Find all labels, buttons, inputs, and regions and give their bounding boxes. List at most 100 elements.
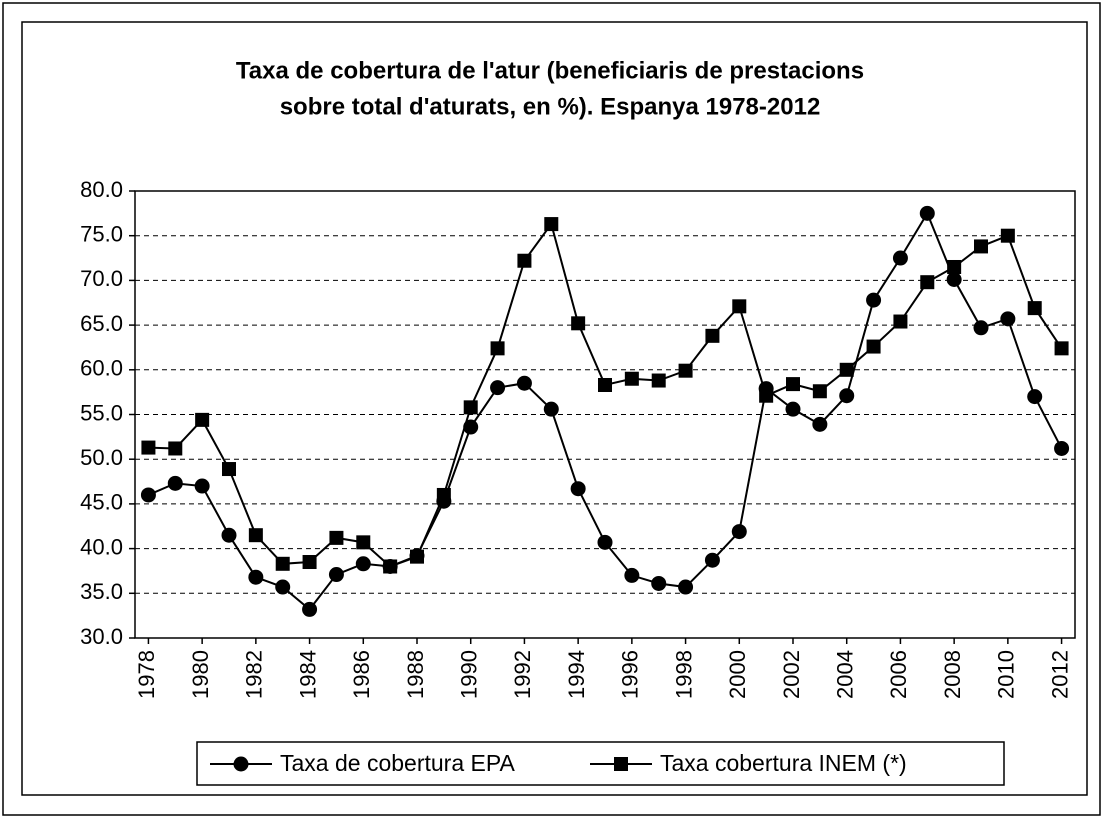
data-point	[893, 314, 908, 329]
x-tick-label: 2012	[1047, 650, 1072, 699]
data-point	[410, 549, 424, 564]
data-point	[839, 388, 855, 404]
x-tick-label: 1988	[403, 650, 428, 699]
data-point	[275, 556, 290, 571]
data-point	[786, 377, 800, 392]
data-point	[732, 299, 747, 314]
data-point	[167, 475, 183, 491]
y-tick-label: 40.0	[80, 534, 123, 559]
x-tick-label: 1978	[134, 650, 159, 699]
data-point	[624, 371, 639, 386]
data-point	[570, 481, 586, 497]
data-point	[355, 556, 371, 572]
data-point	[1054, 341, 1069, 356]
data-point	[678, 363, 693, 378]
chart-title: sobre total d'aturats, en %). Espanya 19…	[280, 93, 821, 120]
data-point	[383, 559, 398, 574]
data-point	[463, 419, 479, 435]
data-point	[839, 362, 854, 377]
data-point	[919, 205, 935, 221]
data-point	[785, 401, 801, 417]
x-tick-label: 2010	[994, 650, 1019, 699]
x-tick-label: 2008	[940, 650, 965, 699]
x-tick-label: 1984	[295, 650, 320, 699]
y-tick-label: 80.0	[80, 177, 123, 202]
data-point	[731, 524, 747, 540]
data-point	[1027, 389, 1043, 405]
y-tick-label: 75.0	[80, 222, 123, 247]
chart-frame	[21, 21, 1088, 796]
data-point	[168, 441, 183, 456]
y-tick-label: 70.0	[80, 266, 123, 291]
y-tick-label: 60.0	[80, 356, 123, 381]
data-point	[544, 217, 559, 232]
data-point	[651, 373, 666, 388]
data-point	[141, 440, 156, 455]
data-point	[866, 339, 881, 354]
data-point	[463, 400, 478, 415]
x-tick-label: 1980	[188, 650, 213, 699]
y-tick-label: 30.0	[80, 624, 123, 649]
data-point	[1000, 311, 1016, 327]
series-line	[148, 211, 1063, 611]
data-point	[678, 579, 694, 595]
data-point	[356, 535, 371, 550]
data-point	[221, 527, 237, 543]
data-point	[543, 401, 559, 417]
x-tick-label: 1986	[349, 650, 374, 699]
x-tick-label: 1992	[510, 650, 535, 699]
data-point	[517, 253, 532, 268]
y-tick-label: 45.0	[80, 490, 123, 515]
data-point	[329, 530, 344, 545]
legend-label: Taxa de cobertura EPA	[280, 750, 515, 776]
data-point	[248, 528, 263, 543]
legend-marker	[233, 756, 249, 772]
x-tick-label: 1982	[242, 650, 267, 699]
x-tick-label: 2000	[725, 650, 750, 699]
data-point	[490, 341, 505, 356]
data-point	[597, 534, 613, 550]
y-tick-label: 35.0	[80, 579, 123, 604]
data-point	[598, 377, 612, 392]
x-tick-label: 2002	[779, 650, 804, 699]
data-point	[222, 462, 236, 477]
data-point	[973, 320, 989, 336]
data-point	[275, 579, 291, 595]
data-point	[974, 239, 988, 254]
x-tick-label: 2006	[886, 650, 911, 699]
data-point	[302, 555, 317, 570]
legend-label: Taxa cobertura INEM (*)	[660, 750, 907, 776]
y-tick-label: 50.0	[80, 445, 123, 470]
x-tick-label: 1994	[564, 650, 589, 699]
plot-area	[134, 190, 1076, 639]
data-point	[328, 567, 344, 583]
data-point	[812, 416, 828, 432]
x-tick-label: 1990	[457, 650, 482, 699]
data-point	[920, 275, 935, 290]
data-point	[436, 487, 451, 502]
data-point	[248, 569, 264, 585]
data-point	[946, 272, 962, 288]
data-point	[490, 380, 506, 396]
data-point	[892, 250, 908, 266]
legend-marker	[614, 757, 628, 771]
y-tick-label: 65.0	[80, 311, 123, 336]
data-point	[624, 567, 640, 583]
data-point	[302, 601, 318, 617]
data-point	[705, 328, 720, 343]
data-point	[651, 575, 667, 591]
data-point	[1027, 301, 1042, 316]
x-tick-label: 1996	[618, 650, 643, 699]
data-point	[516, 375, 532, 391]
data-point	[759, 388, 774, 403]
data-point	[195, 412, 210, 427]
data-point	[947, 259, 962, 274]
chart-title: Taxa de cobertura de l'atur (beneficiari…	[236, 57, 864, 84]
data-point	[194, 478, 210, 494]
data-point	[704, 552, 720, 568]
data-point	[1000, 228, 1015, 243]
data-point	[866, 292, 882, 308]
x-tick-label: 1998	[671, 650, 696, 699]
